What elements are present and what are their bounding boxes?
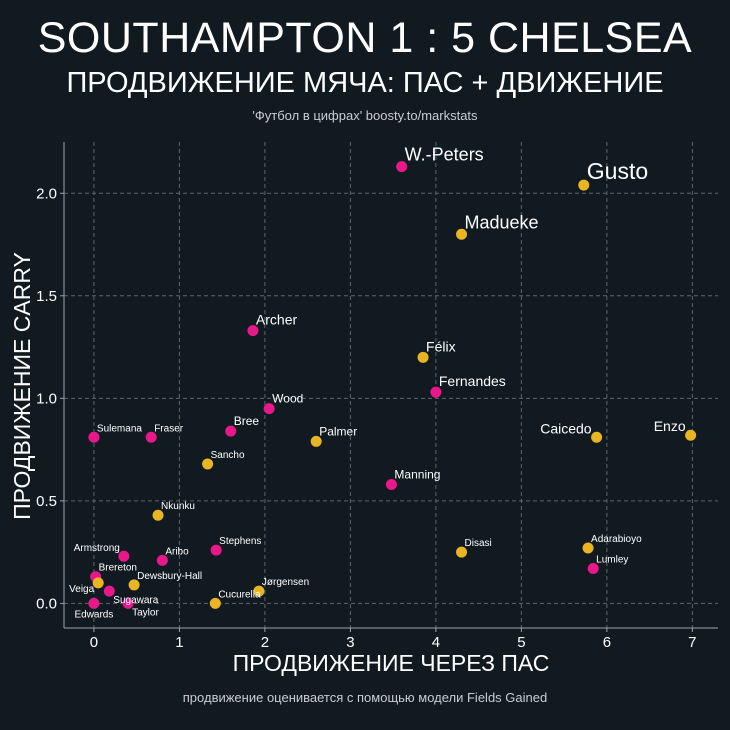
- point-label: Palmer: [319, 424, 357, 438]
- southampton-point: [587, 563, 599, 575]
- chelsea-point: [591, 431, 603, 443]
- point-layer: [88, 161, 697, 609]
- point-label: Stephens: [219, 536, 261, 547]
- x-tick-label: 3: [346, 634, 354, 651]
- chelsea-point: [202, 458, 214, 470]
- chelsea-point: [128, 579, 140, 591]
- point-label: Félix: [426, 338, 456, 354]
- chart-subtitle: ПРОДВИЖЕНИЕ МЯЧА: ПАС + ДВИЖЕНИЕ: [66, 67, 664, 99]
- point-label: Caicedo: [540, 420, 592, 436]
- chelsea-point: [417, 351, 429, 363]
- point-label: Dewsbury-Hall: [137, 571, 202, 582]
- southampton-point: [145, 431, 157, 443]
- chelsea-point: [456, 228, 468, 240]
- x-tick-label: 6: [603, 634, 611, 651]
- y-tick-label: 0.0: [36, 595, 57, 612]
- x-tick-label: 0: [90, 634, 98, 651]
- southampton-point: [396, 161, 408, 173]
- x-axis-title: ПРОДВИЖЕНИЕ ЧЕРЕЗ ПАС: [233, 650, 550, 676]
- chelsea-point: [578, 179, 590, 191]
- y-tick-label: 2.0: [36, 185, 57, 202]
- chart-credit: 'Футбол в цифрах' boosty.to/markstats: [252, 108, 478, 123]
- southampton-point: [118, 550, 130, 562]
- southampton-point: [247, 325, 259, 337]
- southampton-point: [210, 544, 222, 556]
- point-label: Fraser: [154, 423, 184, 434]
- southampton-point: [225, 425, 237, 437]
- southampton-point: [156, 554, 168, 566]
- point-label: Enzo: [654, 418, 686, 434]
- point-label: W.-Peters: [405, 145, 484, 165]
- chelsea-point: [253, 585, 265, 597]
- y-axis-title: ПРОДВИЖЕНИЕ CARRY: [9, 252, 35, 520]
- southampton-point: [88, 597, 100, 609]
- point-label: Madueke: [465, 212, 539, 232]
- point-label: Brereton: [99, 563, 137, 574]
- point-label: Disasi: [465, 538, 492, 549]
- label-layer: W.-Peters Archer Fernandes Wood Bree Sulemana…: [69, 145, 686, 621]
- x-tick-label: 1: [175, 634, 183, 651]
- southampton-point: [103, 585, 115, 597]
- chelsea-point: [685, 429, 697, 441]
- southampton-point: [88, 431, 100, 443]
- x-tick-label: 7: [688, 634, 696, 651]
- point-label: Fernandes: [439, 373, 506, 389]
- footnote: продвижение оценивается с помощью модели…: [182, 690, 548, 705]
- y-tick-label: 1.5: [36, 288, 57, 305]
- point-label: Nkunku: [161, 501, 195, 512]
- grid-layer: [64, 142, 718, 628]
- chelsea-point: [209, 597, 221, 609]
- chelsea-point: [92, 577, 104, 589]
- point-label: Veiga: [69, 584, 94, 595]
- chelsea-point: [582, 542, 594, 554]
- point-label: Armstrong: [74, 543, 120, 554]
- point-label: Manning: [394, 467, 440, 481]
- x-tick-label: 2: [261, 634, 269, 651]
- x-tick-label: 5: [517, 634, 525, 651]
- chelsea-point: [152, 509, 164, 521]
- point-label: Aribo: [165, 546, 189, 557]
- point-label: Jørgensen: [262, 577, 309, 588]
- y-tick-label: 1.0: [36, 390, 57, 407]
- point-label: Sugawara: [113, 595, 158, 606]
- southampton-point: [263, 403, 275, 415]
- chart-title: SOUTHAMPTON 1 : 5 CHELSEA: [37, 14, 693, 62]
- point-label: Sancho: [211, 450, 245, 461]
- point-label: Archer: [256, 312, 298, 328]
- chelsea-point: [310, 435, 322, 447]
- point-label: Taylor: [132, 607, 159, 618]
- point-label: Sulemana: [97, 423, 142, 434]
- y-tick-label: 0.5: [36, 493, 57, 510]
- point-label: Edwards: [74, 609, 113, 620]
- chelsea-point: [456, 546, 468, 558]
- point-label: Cucurella: [218, 589, 261, 600]
- point-label: Gusto: [587, 158, 648, 184]
- southampton-point: [122, 597, 134, 609]
- axis-layer: 0 1 2 3 4 5 6 7 0.0 0.5 1.0 1.5 2.0: [36, 142, 718, 651]
- southampton-point: [385, 478, 397, 490]
- point-label: Adarabioyo: [591, 534, 642, 545]
- x-tick-label: 4: [432, 634, 440, 651]
- point-label: Bree: [234, 414, 260, 428]
- point-label: Lumley: [596, 555, 628, 566]
- point-label: Wood: [272, 392, 303, 406]
- southampton-point: [430, 386, 442, 398]
